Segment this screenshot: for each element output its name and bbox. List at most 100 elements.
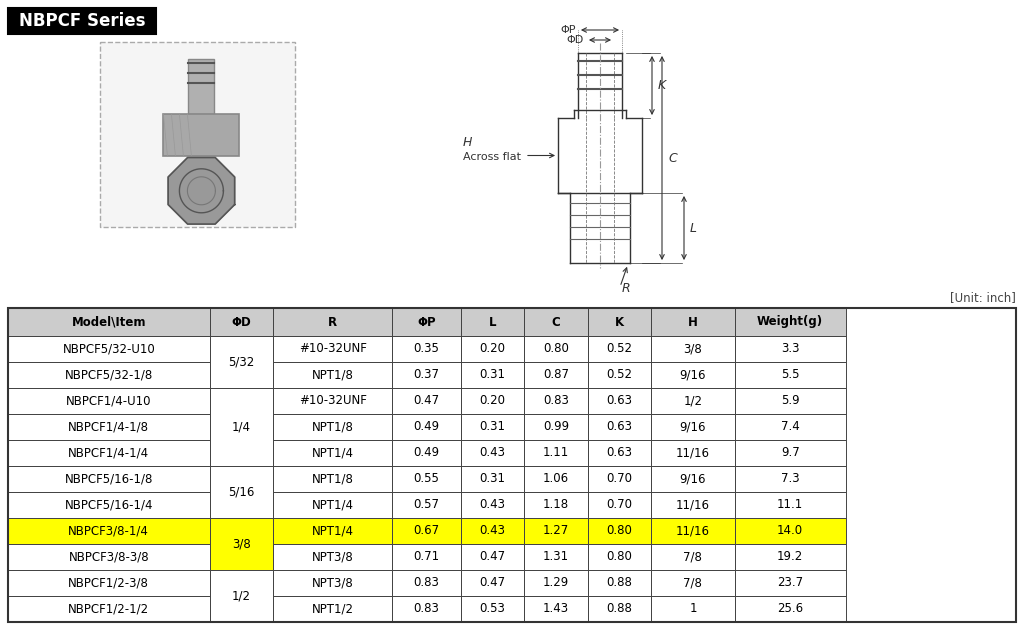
Bar: [392, 414, 461, 440]
Text: R: R: [328, 316, 337, 328]
Bar: [588, 466, 651, 492]
Bar: [273, 336, 392, 362]
Text: H: H: [463, 137, 472, 150]
Bar: [588, 596, 651, 622]
Bar: [273, 466, 392, 492]
Bar: [392, 414, 461, 440]
Bar: [735, 388, 846, 414]
Text: 0.63: 0.63: [606, 447, 633, 459]
Text: 1.18: 1.18: [543, 499, 569, 512]
Bar: [392, 388, 461, 414]
Bar: [8, 596, 210, 622]
Text: 0.70: 0.70: [606, 472, 633, 485]
Text: 0.57: 0.57: [414, 499, 439, 512]
Bar: [735, 518, 846, 544]
Text: 0.80: 0.80: [606, 525, 632, 537]
Text: NPT3/8: NPT3/8: [311, 577, 353, 590]
Text: 9/16: 9/16: [680, 421, 707, 434]
Bar: [461, 544, 524, 570]
Bar: [8, 440, 210, 466]
Bar: [651, 414, 735, 440]
Text: 0.47: 0.47: [479, 577, 506, 590]
Text: 0.31: 0.31: [479, 472, 506, 485]
Text: 19.2: 19.2: [777, 550, 804, 563]
Bar: [735, 596, 846, 622]
Text: 0.31: 0.31: [479, 421, 506, 434]
Text: K: K: [614, 316, 624, 328]
Bar: [735, 336, 846, 362]
Bar: [524, 362, 588, 388]
Bar: [210, 388, 273, 466]
Bar: [735, 362, 846, 388]
Text: 0.87: 0.87: [543, 369, 569, 381]
Text: L: L: [690, 222, 697, 235]
Bar: [651, 492, 735, 518]
Bar: [735, 570, 846, 596]
Bar: [524, 518, 588, 544]
Bar: [524, 440, 588, 466]
Bar: [210, 466, 273, 518]
Bar: [392, 518, 461, 544]
Bar: [588, 308, 651, 336]
Bar: [651, 466, 735, 492]
Bar: [651, 466, 735, 492]
Text: 7.4: 7.4: [781, 421, 800, 434]
Bar: [524, 388, 588, 414]
Bar: [651, 440, 735, 466]
Bar: [8, 8, 156, 34]
Text: Weight(g): Weight(g): [757, 316, 823, 328]
Bar: [651, 362, 735, 388]
Text: 23.7: 23.7: [777, 577, 803, 590]
Text: 11/16: 11/16: [676, 447, 710, 459]
Bar: [461, 596, 524, 622]
Bar: [392, 544, 461, 570]
Text: NPT1/8: NPT1/8: [311, 472, 353, 485]
Text: Across flat: Across flat: [463, 152, 521, 162]
Bar: [210, 336, 273, 388]
Text: 1/2: 1/2: [231, 590, 251, 603]
Bar: [8, 388, 210, 414]
Text: 0.35: 0.35: [414, 343, 439, 356]
Bar: [392, 308, 461, 336]
Bar: [273, 308, 392, 336]
Bar: [735, 440, 846, 466]
Text: 1.06: 1.06: [543, 472, 569, 485]
Bar: [273, 570, 392, 596]
Bar: [210, 336, 273, 388]
Bar: [392, 440, 461, 466]
Bar: [273, 362, 392, 388]
Bar: [8, 336, 210, 362]
Text: 11/16: 11/16: [676, 499, 710, 512]
Text: 9/16: 9/16: [680, 472, 707, 485]
Bar: [651, 570, 735, 596]
Bar: [210, 518, 273, 570]
Bar: [273, 466, 392, 492]
Text: NBPCF1/4-1/4: NBPCF1/4-1/4: [69, 447, 150, 459]
Bar: [100, 42, 295, 227]
Bar: [461, 492, 524, 518]
Text: R: R: [622, 283, 631, 296]
Bar: [461, 362, 524, 388]
Text: 0.99: 0.99: [543, 421, 569, 434]
Bar: [651, 308, 735, 336]
Text: Model\Item: Model\Item: [72, 316, 146, 328]
Bar: [8, 466, 210, 492]
Text: 1: 1: [689, 603, 696, 615]
Bar: [651, 596, 735, 622]
Bar: [392, 466, 461, 492]
Bar: [188, 59, 214, 114]
Text: 0.20: 0.20: [479, 394, 506, 407]
Bar: [524, 336, 588, 362]
Bar: [8, 308, 1016, 622]
Bar: [273, 518, 392, 544]
Bar: [210, 308, 273, 336]
Bar: [588, 466, 651, 492]
Bar: [461, 362, 524, 388]
Text: 3/8: 3/8: [232, 537, 251, 550]
Text: 0.43: 0.43: [479, 499, 506, 512]
Text: ΦP: ΦP: [417, 316, 435, 328]
Bar: [651, 544, 735, 570]
Bar: [588, 388, 651, 414]
Bar: [524, 596, 588, 622]
Bar: [461, 570, 524, 596]
